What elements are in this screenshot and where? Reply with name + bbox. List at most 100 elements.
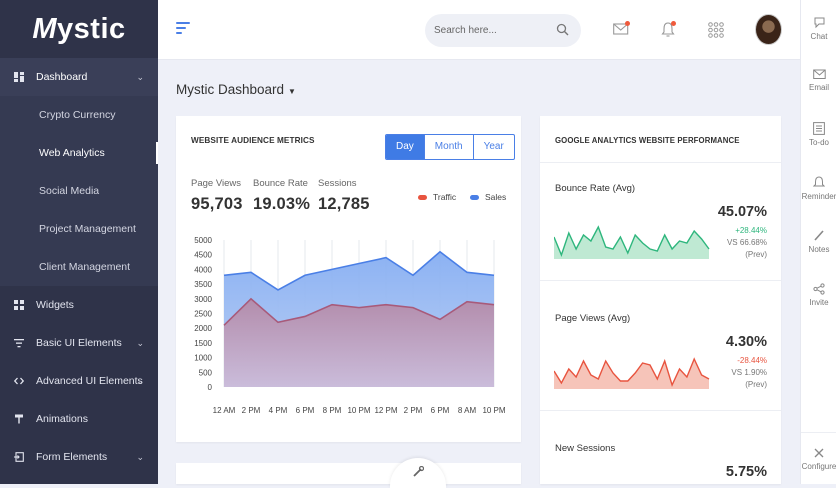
card-title: GOOGLE ANALYTICS WEBSITE PERFORMANCE: [555, 136, 740, 145]
rightbar-item-chat[interactable]: Chat: [801, 16, 836, 41]
chevron-down-icon: ⌄: [136, 71, 144, 82]
rightbar-item-configure[interactable]: Configure: [801, 432, 836, 484]
sidebar-item-widgets[interactable]: Widgets: [0, 286, 158, 324]
x-tick-label: 2 PM: [404, 406, 423, 415]
rightbar-label: Reminder: [801, 192, 836, 201]
perf-prev-label: (Prev): [745, 380, 767, 389]
metric-label: Page Views: [191, 178, 241, 189]
avatar[interactable]: [755, 14, 782, 45]
rightbar-label: Chat: [810, 32, 828, 41]
metric-value: 19.03%: [253, 195, 311, 213]
chat-icon: [814, 17, 824, 29]
sidebar-item-social-media[interactable]: Social Media: [0, 172, 158, 210]
tab-day[interactable]: Day: [386, 135, 424, 159]
perf-change: -28.44%: [737, 356, 767, 365]
sidebar-item-client-management[interactable]: Client Management: [0, 248, 158, 286]
y-tick-label: 500: [199, 368, 213, 377]
x-tick-label: 10 PM: [482, 406, 505, 415]
caret-down-icon: ▼: [288, 87, 296, 96]
filter-icon: [14, 339, 24, 348]
legend-label: Traffic: [433, 192, 457, 202]
audience-area-chart: 5000450040003500300025002000150010005000…: [194, 236, 506, 415]
x-tick-label: 12 AM: [213, 406, 236, 415]
search-input[interactable]: [434, 25, 554, 36]
sidebar-item-label: Project Management: [39, 223, 136, 235]
metric-sessions: Sessions 12,785: [318, 178, 370, 214]
logo-text: Mystic: [32, 12, 126, 45]
y-tick-label: 5000: [194, 236, 212, 245]
right-toolbar: Chat Email To-do Reminder Notes Invite C…: [800, 0, 836, 484]
y-tick-label: 2500: [194, 310, 212, 319]
sidebar: Mystic Dashboard ⌄ Crypto Currency Web A…: [0, 0, 158, 484]
audience-metrics-card: WEBSITE AUDIENCE METRICS Day Month Year …: [176, 116, 521, 442]
rightbar-label: To-do: [808, 138, 829, 147]
metric-label: Bounce Rate: [253, 178, 308, 189]
search-box: [425, 14, 581, 47]
rightbar-item-email[interactable]: Email: [801, 69, 836, 92]
page-title[interactable]: Mystic Dashboard ▼: [176, 82, 296, 97]
chevron-down-icon: ⌄: [136, 451, 144, 462]
sidebar-item-project-management[interactable]: Project Management: [0, 210, 158, 248]
perf-change: +28.44%: [735, 226, 767, 235]
wrench-icon: [413, 466, 424, 477]
logo[interactable]: Mystic: [0, 0, 158, 58]
topbar: [158, 0, 800, 60]
widgets-icon: [14, 300, 24, 310]
bottom-card: [176, 463, 521, 484]
rightbar-item-notes[interactable]: Notes: [801, 229, 836, 254]
tab-year[interactable]: Year: [472, 135, 514, 159]
dashboard-submenu: Crypto Currency Web Analytics Social Med…: [0, 96, 158, 286]
period-toggle: Day Month Year: [385, 134, 515, 160]
sidebar-item-dashboard[interactable]: Dashboard ⌄: [0, 58, 158, 96]
y-tick-label: 4000: [194, 265, 212, 274]
sidebar-item-label: Basic UI Elements: [36, 337, 122, 349]
bounce-rate-sparkline: [554, 225, 710, 259]
sidebar-item-form-elements[interactable]: Form Elements ⌄: [0, 438, 158, 476]
email-icon: [812, 69, 826, 79]
legend-label: Sales: [485, 192, 507, 202]
menu-toggle-icon[interactable]: [176, 22, 190, 37]
code-icon: [14, 377, 24, 385]
sidebar-item-advanced-ui-elements[interactable]: Advanced UI Elements ⌄: [0, 362, 158, 400]
x-tick-label: 8 AM: [458, 406, 477, 415]
apps-grid-icon[interactable]: [708, 22, 724, 43]
mail-icon[interactable]: [613, 21, 630, 41]
paint-roller-icon: [15, 414, 23, 424]
tab-month[interactable]: Month: [423, 135, 473, 159]
sidebar-item-label: Animations: [36, 413, 88, 425]
metric-value: 95,703: [191, 195, 243, 213]
sparkline-line: [554, 357, 710, 387]
perf-block-new-sessions: New Sessions 5.75%: [540, 410, 781, 484]
x-tick-label: 8 PM: [323, 406, 342, 415]
x-tick-label: 10 PM: [347, 406, 370, 415]
bell-icon[interactable]: [661, 21, 676, 43]
rightbar-item-invite[interactable]: Invite: [801, 283, 836, 307]
mail-badge: [625, 21, 630, 26]
rightbar-item-todo[interactable]: To-do: [801, 122, 836, 147]
card-title: WEBSITE AUDIENCE METRICS: [191, 136, 315, 145]
chevron-down-icon: ⌄: [136, 375, 144, 386]
area-traffic: [224, 298, 494, 387]
sidebar-item-label: Form Elements: [36, 451, 108, 463]
sidebar-item-label: Advanced UI Elements: [36, 375, 143, 387]
y-tick-label: 0: [208, 383, 213, 392]
y-tick-label: 3000: [194, 295, 212, 304]
search-icon[interactable]: [556, 23, 569, 36]
sparkline-line: [554, 225, 710, 258]
todo-list-icon: [813, 122, 825, 135]
sidebar-item-web-analytics[interactable]: Web Analytics: [0, 134, 158, 172]
perf-value: 5.75%: [725, 464, 767, 480]
perf-label: Page Views (Avg): [555, 313, 631, 324]
rightbar-item-reminder[interactable]: Reminder: [801, 176, 836, 201]
legend-swatch: [470, 194, 479, 200]
perf-vs: VS 66.68% (Prev): [727, 237, 767, 261]
sidebar-item-crypto-currency[interactable]: Crypto Currency: [0, 96, 158, 134]
sidebar-item-basic-ui-elements[interactable]: Basic UI Elements ⌄: [0, 324, 158, 362]
x-tick-label: 2 PM: [242, 406, 261, 415]
metric-label: Sessions: [318, 178, 357, 189]
page-views-sparkline: [554, 357, 710, 389]
perf-value: 4.30%: [725, 334, 767, 350]
sidebar-item-animations[interactable]: Animations: [0, 400, 158, 438]
metric-bounce-rate: Bounce Rate 19.03%: [253, 178, 310, 214]
x-tick-label: 6 PM: [431, 406, 450, 415]
